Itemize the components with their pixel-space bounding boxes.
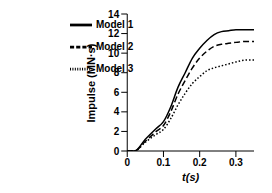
svg-text:Impulse (MN·s): Impulse (MN·s) (85, 43, 97, 122)
svg-text:6: 6 (114, 87, 120, 98)
svg-text:2: 2 (114, 126, 120, 137)
svg-text:0.3: 0.3 (229, 157, 243, 168)
svg-text:0.2: 0.2 (193, 157, 207, 168)
svg-text:0: 0 (124, 157, 130, 168)
svg-text:8: 8 (114, 67, 120, 78)
svg-text:10: 10 (108, 48, 120, 59)
svg-text:12: 12 (108, 28, 120, 39)
svg-text:14: 14 (108, 9, 120, 20)
svg-text:4: 4 (114, 106, 120, 117)
svg-text:0: 0 (114, 146, 120, 157)
svg-text:t(s): t(s) (182, 171, 199, 183)
svg-text:0.1: 0.1 (157, 157, 171, 168)
